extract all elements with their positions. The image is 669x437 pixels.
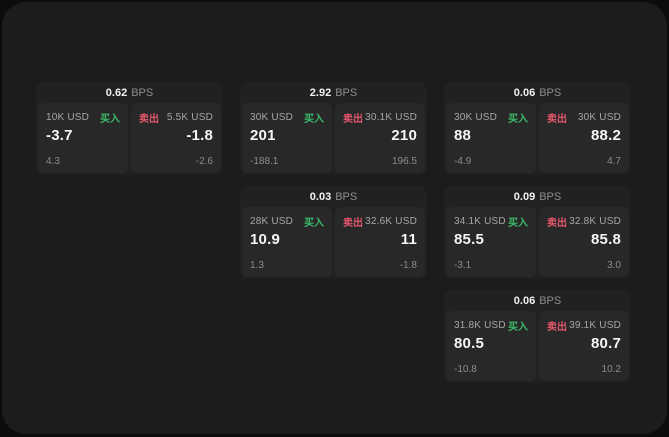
bps-unit-label: BPS <box>131 86 154 99</box>
quote-card-6: 0.06 BPS 31.8K USD 买入 80.5 -10.8 卖出 39.1K… <box>444 290 631 383</box>
bps-unit-label: BPS <box>539 294 562 307</box>
buy-delta: -10.8 <box>454 364 477 375</box>
buy-price: 85.5 <box>454 231 484 248</box>
buy-tile[interactable]: 28K USD 买入 10.9 1.3 <box>242 207 332 277</box>
bps-unit-label: BPS <box>539 190 562 203</box>
bps-header: 0.06 BPS <box>444 82 631 103</box>
quote-body: 30K USD 买入 88 -4.9 卖出 30K USD 88.2 4.7 <box>444 103 631 175</box>
buy-amount: 28K USD <box>250 216 294 227</box>
sell-label: 卖出 <box>343 218 363 229</box>
bps-value: 2.92 <box>309 86 332 99</box>
bps-value: 0.06 <box>513 294 536 307</box>
sell-price: 85.8 <box>591 231 621 248</box>
bps-header: 0.03 BPS <box>240 186 427 207</box>
buy-label: 买入 <box>508 322 528 333</box>
sell-amount: 32.8K USD <box>569 216 621 227</box>
sell-delta: -1.8 <box>399 260 417 271</box>
sell-delta: 3.0 <box>607 260 621 271</box>
buy-amount: 30K USD <box>250 112 294 123</box>
sell-label: 卖出 <box>547 114 567 125</box>
bps-unit-label: BPS <box>335 190 358 203</box>
buy-tile[interactable]: 31.8K USD 买入 80.5 -10.8 <box>446 311 536 381</box>
sell-tile[interactable]: 卖出 32.6K USD 11 -1.8 <box>335 207 425 277</box>
bps-header: 0.09 BPS <box>444 186 631 207</box>
buy-price: 80.5 <box>454 335 484 352</box>
sell-amount: 32.6K USD <box>365 216 417 227</box>
buy-tile[interactable]: 10K USD 买入 -3.7 4.3 <box>38 103 128 173</box>
sell-delta: 10.2 <box>601 364 621 375</box>
bps-header: 0.62 BPS <box>36 82 223 103</box>
sell-delta: 4.7 <box>607 156 621 167</box>
sell-delta: -2.6 <box>195 156 213 167</box>
buy-label: 买入 <box>508 114 528 125</box>
buy-delta: -3.1 <box>454 260 472 271</box>
buy-price: 10.9 <box>250 231 280 248</box>
bps-value: 0.06 <box>513 86 536 99</box>
buy-label: 买入 <box>508 218 528 229</box>
buy-price: -3.7 <box>46 127 73 144</box>
sell-price: 11 <box>400 231 417 248</box>
buy-price: 201 <box>250 127 276 144</box>
sell-price: -1.8 <box>186 127 213 144</box>
sell-amount: 30.1K USD <box>365 112 417 123</box>
buy-delta: -188.1 <box>250 156 279 167</box>
buy-tile[interactable]: 34.1K USD 买入 85.5 -3.1 <box>446 207 536 277</box>
sell-amount: 39.1K USD <box>569 320 621 331</box>
quote-body: 30K USD 买入 201 -188.1 卖出 30.1K USD 210 1… <box>240 103 427 175</box>
buy-delta: -4.9 <box>454 156 472 167</box>
quote-body: 28K USD 买入 10.9 1.3 卖出 32.6K USD 11 -1.8 <box>240 207 427 279</box>
sell-tile[interactable]: 卖出 30K USD 88.2 4.7 <box>539 103 629 173</box>
quote-card-4: 0.03 BPS 28K USD 买入 10.9 1.3 卖出 32.6K USD… <box>240 186 427 279</box>
sell-price: 210 <box>391 127 417 144</box>
buy-label: 买入 <box>100 114 120 125</box>
sell-amount: 30K USD <box>577 112 621 123</box>
buy-label: 买入 <box>304 218 324 229</box>
buy-amount: 10K USD <box>46 112 90 123</box>
bps-unit-label: BPS <box>335 86 358 99</box>
sell-amount: 5.5K USD <box>166 112 213 123</box>
bps-header: 2.92 BPS <box>240 82 427 103</box>
quote-card-2: 2.92 BPS 30K USD 买入 201 -188.1 卖出 30.1K U… <box>240 82 427 175</box>
quote-card-5: 0.09 BPS 34.1K USD 买入 85.5 -3.1 卖出 32.8K … <box>444 186 631 279</box>
sell-label: 卖出 <box>547 218 567 229</box>
buy-amount: 30K USD <box>454 112 498 123</box>
buy-price: 88 <box>454 127 472 144</box>
buy-tile[interactable]: 30K USD 买入 201 -188.1 <box>242 103 332 173</box>
bps-header: 0.06 BPS <box>444 290 631 311</box>
sell-label: 卖出 <box>343 114 363 125</box>
sell-tile[interactable]: 卖出 39.1K USD 80.7 10.2 <box>539 311 629 381</box>
quote-card-1: 0.62 BPS 10K USD 买入 -3.7 4.3 卖出 5.5K USD … <box>36 82 223 175</box>
bps-unit-label: BPS <box>539 86 562 99</box>
buy-amount: 31.8K USD <box>454 320 506 331</box>
buy-delta: 1.3 <box>250 260 264 271</box>
bps-value: 0.09 <box>513 190 536 203</box>
bps-value: 0.62 <box>105 86 128 99</box>
buy-delta: 4.3 <box>46 156 60 167</box>
sell-delta: 196.5 <box>391 156 417 167</box>
quote-body: 34.1K USD 买入 85.5 -3.1 卖出 32.8K USD 85.8… <box>444 207 631 279</box>
buy-label: 买入 <box>304 114 324 125</box>
sell-price: 88.2 <box>591 127 621 144</box>
sell-price: 80.7 <box>591 335 621 352</box>
sell-label: 卖出 <box>139 114 159 125</box>
buy-tile[interactable]: 30K USD 买入 88 -4.9 <box>446 103 536 173</box>
sell-tile[interactable]: 卖出 5.5K USD -1.8 -2.6 <box>131 103 221 173</box>
quote-body: 10K USD 买入 -3.7 4.3 卖出 5.5K USD -1.8 -2.… <box>36 103 223 175</box>
sell-tile[interactable]: 卖出 32.8K USD 85.8 3.0 <box>539 207 629 277</box>
bps-value: 0.03 <box>309 190 332 203</box>
quote-body: 31.8K USD 买入 80.5 -10.8 卖出 39.1K USD 80.… <box>444 311 631 383</box>
sell-tile[interactable]: 卖出 30.1K USD 210 196.5 <box>335 103 425 173</box>
sell-label: 卖出 <box>547 322 567 333</box>
buy-amount: 34.1K USD <box>454 216 506 227</box>
quote-card-3: 0.06 BPS 30K USD 买入 88 -4.9 卖出 30K USD 88… <box>444 82 631 175</box>
